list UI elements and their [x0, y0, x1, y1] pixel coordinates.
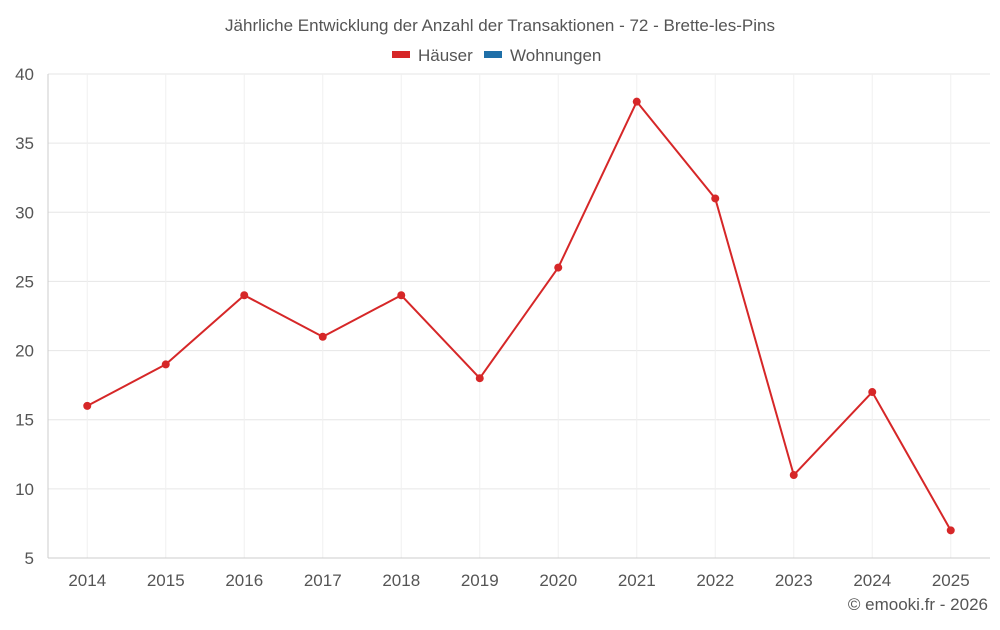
data-point[interactable] [789, 471, 798, 480]
data-point[interactable] [161, 360, 170, 369]
legend-item-wohnungen[interactable]: Wohnungen [484, 46, 601, 65]
y-tick-label: 40 [15, 65, 34, 84]
legend-label-wohnungen: Wohnungen [510, 46, 601, 65]
data-point[interactable] [946, 526, 955, 535]
legend-label-haeuser: Häuser [418, 46, 473, 65]
x-tick-label: 2018 [382, 571, 420, 590]
data-point[interactable] [318, 332, 327, 341]
legend-item-haeuser[interactable]: Häuser [392, 46, 473, 65]
y-tick-label: 10 [15, 480, 34, 499]
y-tick-label: 35 [15, 134, 34, 153]
y-tick-label: 25 [15, 272, 34, 291]
x-tick-label: 2016 [225, 571, 263, 590]
data-point[interactable] [632, 97, 641, 106]
legend: Häuser Wohnungen [392, 46, 601, 65]
y-tick-label: 20 [15, 342, 34, 361]
x-tick-label: 2024 [853, 571, 891, 590]
x-tick-label: 2021 [618, 571, 656, 590]
y-tick-label: 15 [15, 411, 34, 430]
series-haeuser [83, 97, 955, 535]
x-tick-label: 2020 [539, 571, 577, 590]
x-tick-label: 2023 [775, 571, 813, 590]
data-point[interactable] [475, 374, 484, 383]
data-point[interactable] [554, 263, 563, 272]
legend-swatch-haeuser [392, 51, 410, 58]
x-tick-label: 2025 [932, 571, 970, 590]
x-tick-label: 2017 [304, 571, 342, 590]
x-tick-label: 2019 [461, 571, 499, 590]
data-point[interactable] [397, 291, 406, 300]
x-axis: 2014 2015 2016 2017 2018 2019 2020 2021 2022 2023… [48, 557, 990, 590]
data-point[interactable] [240, 291, 249, 300]
data-point[interactable] [711, 194, 720, 203]
y-tick-label: 5 [25, 549, 34, 568]
chart-title: Jährliche Entwicklung der Anzahl der Tra… [225, 16, 775, 35]
data-point[interactable] [83, 401, 92, 410]
y-tick-label: 30 [15, 203, 34, 222]
x-tick-label: 2015 [147, 571, 185, 590]
legend-swatch-wohnungen [484, 51, 502, 58]
series-line [86, 100, 952, 531]
data-point[interactable] [868, 388, 877, 397]
x-tick-label: 2014 [68, 571, 106, 590]
y-axis: 5 10 15 20 25 30 35 40 [15, 65, 49, 568]
grid [48, 73, 990, 559]
credit-text: © emooki.fr - 2026 [848, 595, 988, 614]
x-tick-label: 2022 [696, 571, 734, 590]
